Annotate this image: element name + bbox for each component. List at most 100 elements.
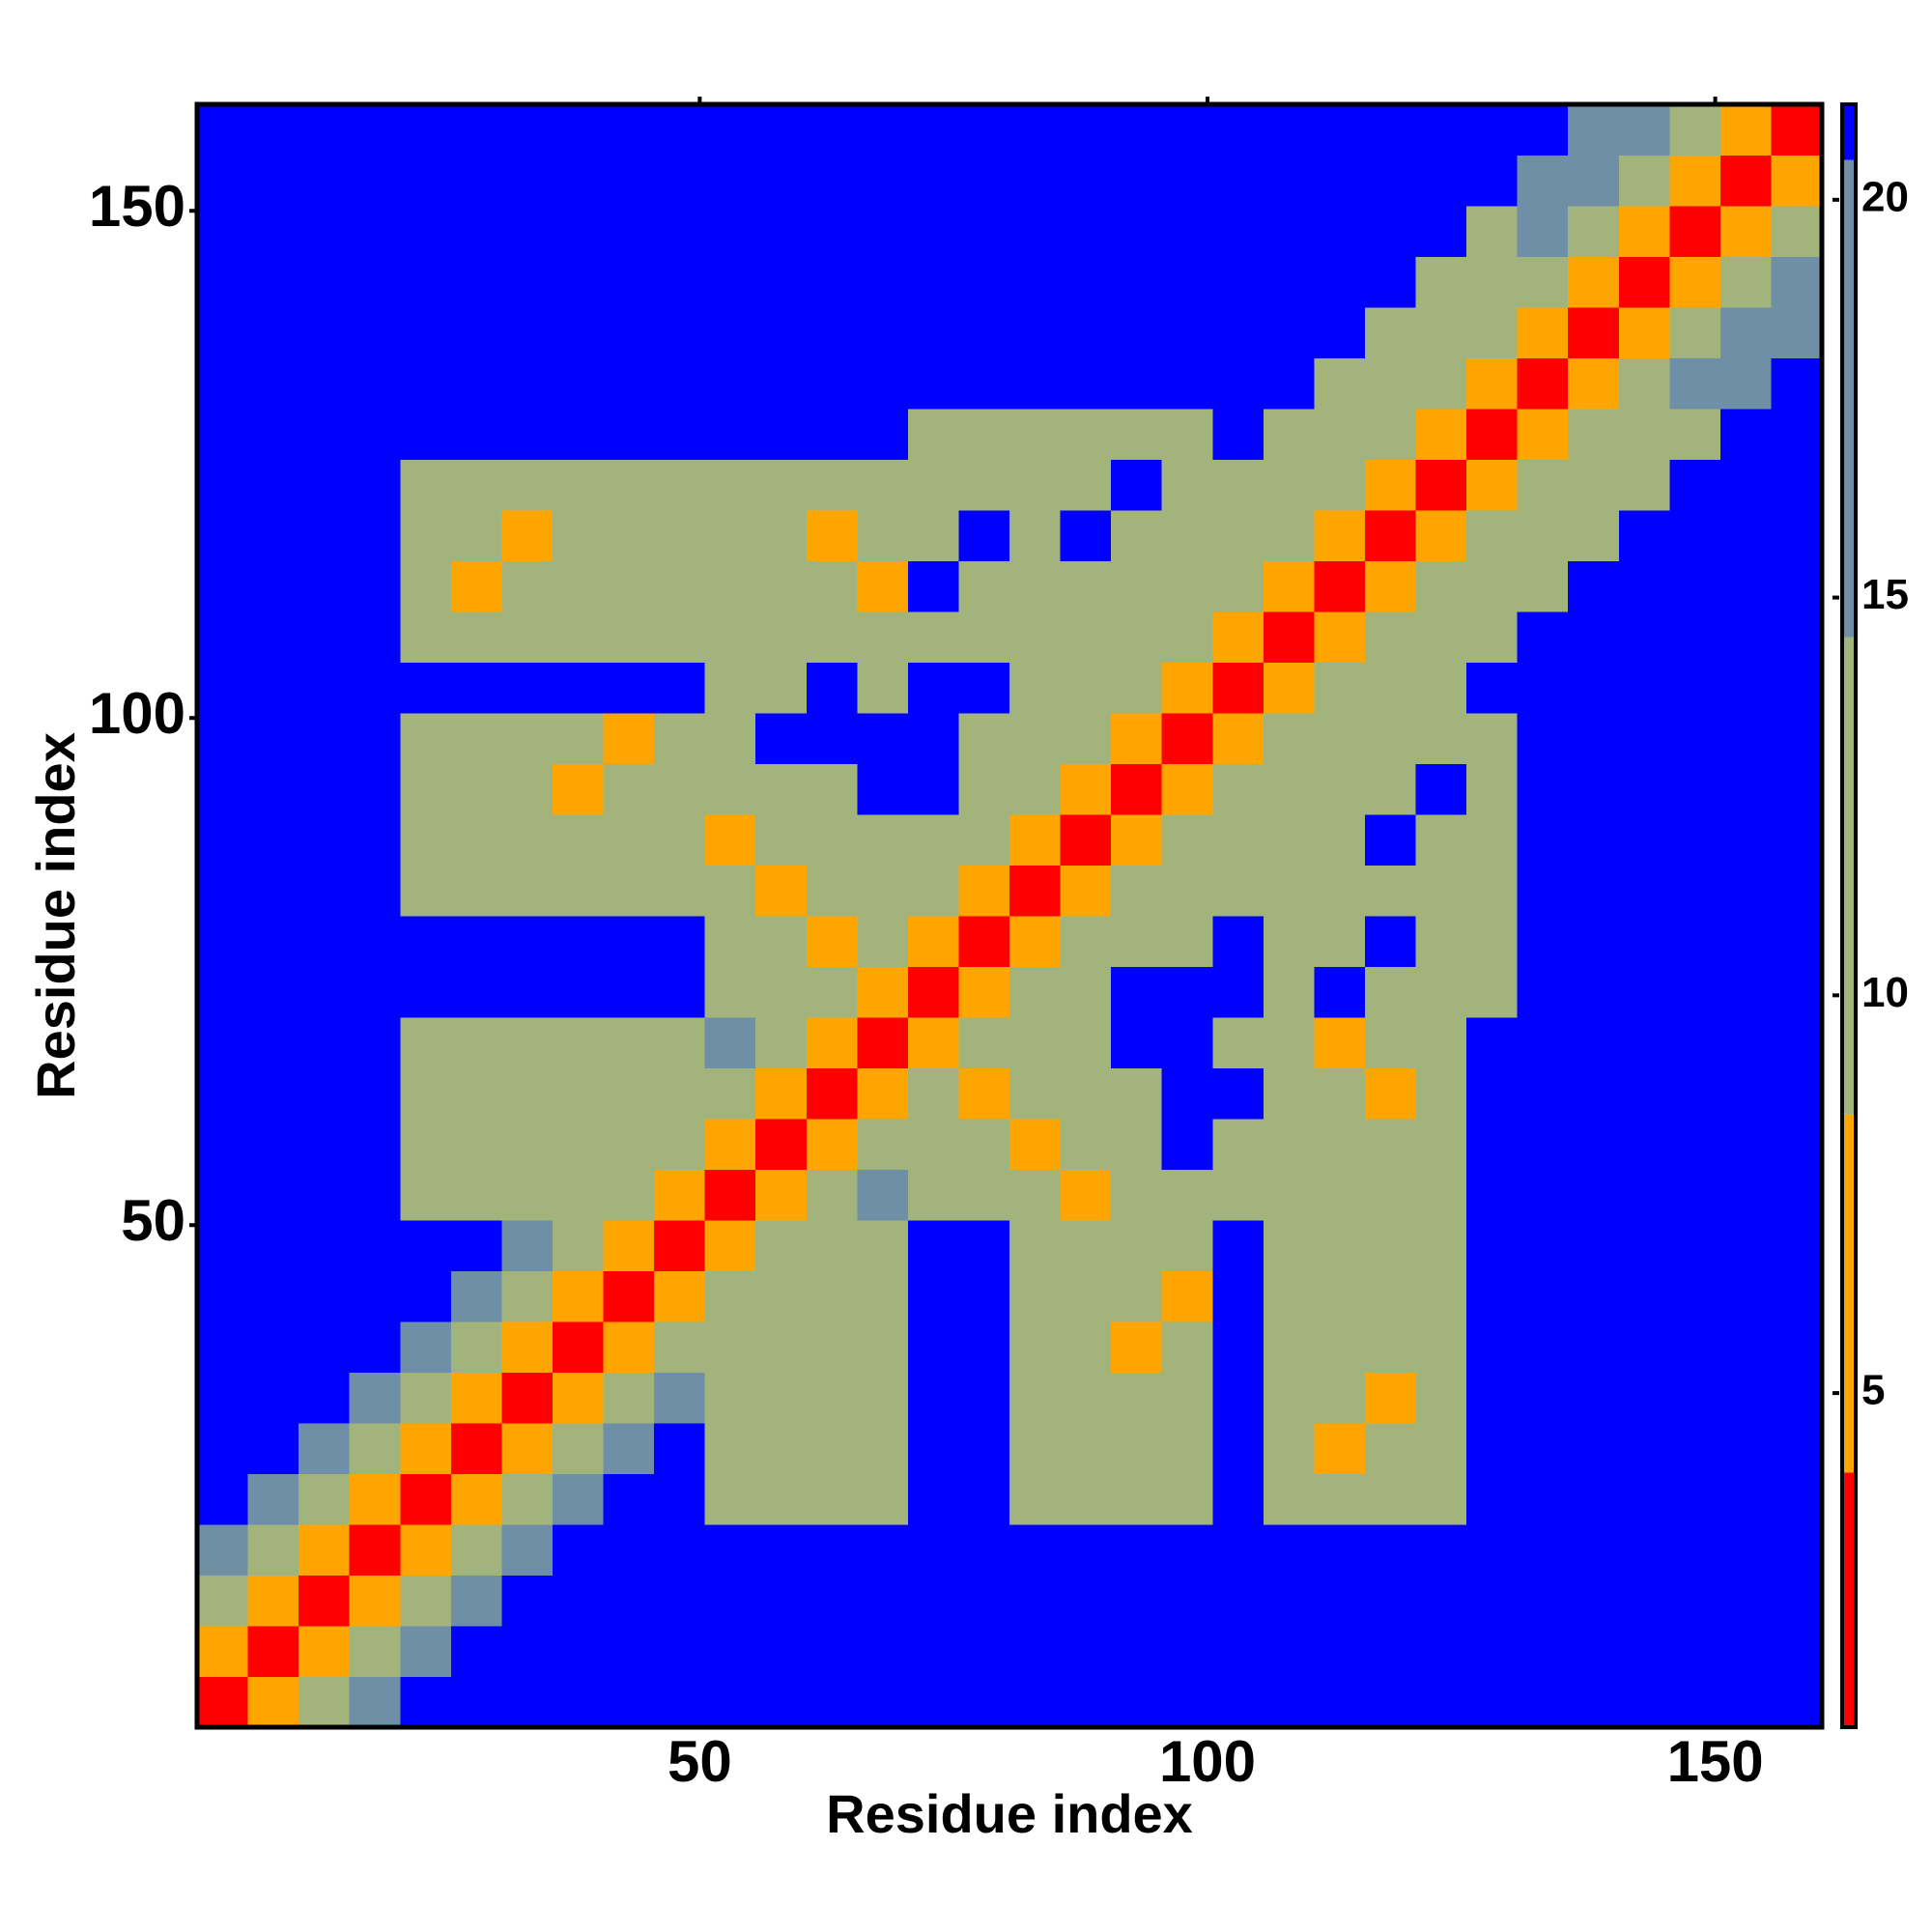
heatmap-cell [1060, 560, 1112, 612]
heatmap-cell [603, 1423, 655, 1475]
heatmap-cell [1568, 510, 1620, 562]
heatmap-cell [1669, 1575, 1721, 1627]
heatmap-cell [1060, 763, 1112, 815]
heatmap-cell [197, 459, 249, 511]
heatmap-cell [755, 713, 808, 765]
heatmap-cell [1771, 1119, 1823, 1171]
heatmap-cell [603, 1372, 655, 1424]
heatmap-cell [1415, 1575, 1467, 1627]
heatmap-cell [755, 409, 808, 461]
heatmap-cell [704, 1575, 756, 1627]
heatmap-cell [298, 865, 351, 917]
heatmap-cell [755, 1169, 808, 1221]
heatmap-cell [552, 916, 605, 968]
heatmap-cell [1111, 1321, 1163, 1374]
heatmap-cell [907, 966, 960, 1018]
heatmap-cell [1618, 1067, 1670, 1120]
heatmap-cell [1161, 916, 1213, 968]
heatmap-cell [552, 1321, 605, 1374]
heatmap-cell [1466, 104, 1519, 156]
heatmap-cell [501, 155, 554, 207]
heatmap-cell [1415, 814, 1467, 867]
heatmap-cell [755, 560, 808, 612]
heatmap-cell [501, 206, 554, 258]
heatmap-cell [197, 1169, 249, 1221]
colorbar-tick-label: 20 [1861, 173, 1909, 220]
heatmap-cell [450, 814, 502, 867]
heatmap-cell [1263, 865, 1315, 917]
heatmap-cell [704, 865, 756, 917]
heatmap-cell [857, 1423, 909, 1475]
heatmap-cell [501, 357, 554, 410]
heatmap-cell [654, 560, 706, 612]
heatmap-cell [298, 357, 351, 410]
heatmap-cell [1212, 763, 1264, 815]
heatmap-cell [400, 1676, 452, 1728]
heatmap-cell [755, 1321, 808, 1374]
heatmap-cell [1415, 916, 1467, 968]
heatmap-cell [1009, 662, 1062, 714]
heatmap-cell [1466, 1676, 1519, 1728]
heatmap-cell [1517, 1423, 1569, 1475]
heatmap-cell [1161, 357, 1213, 410]
heatmap-cell [755, 1017, 808, 1069]
heatmap-cell [1314, 865, 1366, 917]
heatmap-cell [1263, 357, 1315, 410]
heatmap-cell [450, 104, 502, 156]
heatmap-cell [1364, 256, 1417, 308]
heatmap-cell [1212, 713, 1264, 765]
heatmap-cell [1669, 307, 1721, 359]
heatmap-cell [1771, 206, 1823, 258]
heatmap-cell [400, 104, 452, 156]
heatmap-cell [1111, 1372, 1163, 1424]
heatmap-cell [1669, 357, 1721, 410]
heatmap-cell [1263, 1270, 1315, 1322]
heatmap-cell [1314, 1626, 1366, 1678]
heatmap-cell [907, 560, 960, 612]
heatmap-cell [1263, 713, 1315, 765]
heatmap-cell [197, 155, 249, 207]
heatmap-cell [1466, 1372, 1519, 1424]
heatmap-cell [247, 1220, 299, 1272]
heatmap-cell [197, 1423, 249, 1475]
heatmap-cell [1669, 1524, 1721, 1577]
heatmap-cell [806, 1423, 858, 1475]
heatmap-cell [958, 1423, 1010, 1475]
heatmap-cell [1568, 966, 1620, 1018]
heatmap-cell [857, 510, 909, 562]
heatmap-cell [1161, 206, 1213, 258]
heatmap-cell [654, 510, 706, 562]
heatmap-cell [298, 510, 351, 562]
heatmap-cell [450, 713, 502, 765]
heatmap-cell [1161, 1220, 1213, 1272]
heatmap-cell [806, 1169, 858, 1221]
heatmap-cell [1719, 1169, 1773, 1221]
heatmap-cell [349, 1220, 401, 1272]
heatmap-cell [1364, 865, 1417, 917]
heatmap-cell [1364, 1372, 1417, 1424]
heatmap-cell [1009, 1473, 1062, 1525]
heatmap-cell [603, 1017, 655, 1069]
heatmap-cell [400, 560, 452, 612]
heatmap-cell [247, 560, 299, 612]
heatmap-cell [1263, 1626, 1315, 1678]
heatmap-cell [1466, 307, 1519, 359]
heatmap-cell [857, 459, 909, 511]
heatmap-cell [1568, 409, 1620, 461]
heatmap-cell [603, 1321, 655, 1374]
heatmap-cell [958, 409, 1010, 461]
heatmap-cell [1669, 763, 1721, 815]
heatmap-cell [1466, 560, 1519, 612]
heatmap-cell [1466, 763, 1519, 815]
heatmap-cell [1517, 155, 1569, 207]
heatmap-cell [1111, 206, 1163, 258]
heatmap-cell [907, 1626, 960, 1678]
heatmap-cell [1212, 1372, 1264, 1424]
heatmap-cell [704, 1169, 756, 1221]
heatmap-cell [1415, 1473, 1467, 1525]
heatmap-cell [1618, 560, 1670, 612]
heatmap-cell [1364, 560, 1417, 612]
heatmap-cell [501, 560, 554, 612]
heatmap-cell [450, 1575, 502, 1627]
heatmap-cell [1111, 510, 1163, 562]
